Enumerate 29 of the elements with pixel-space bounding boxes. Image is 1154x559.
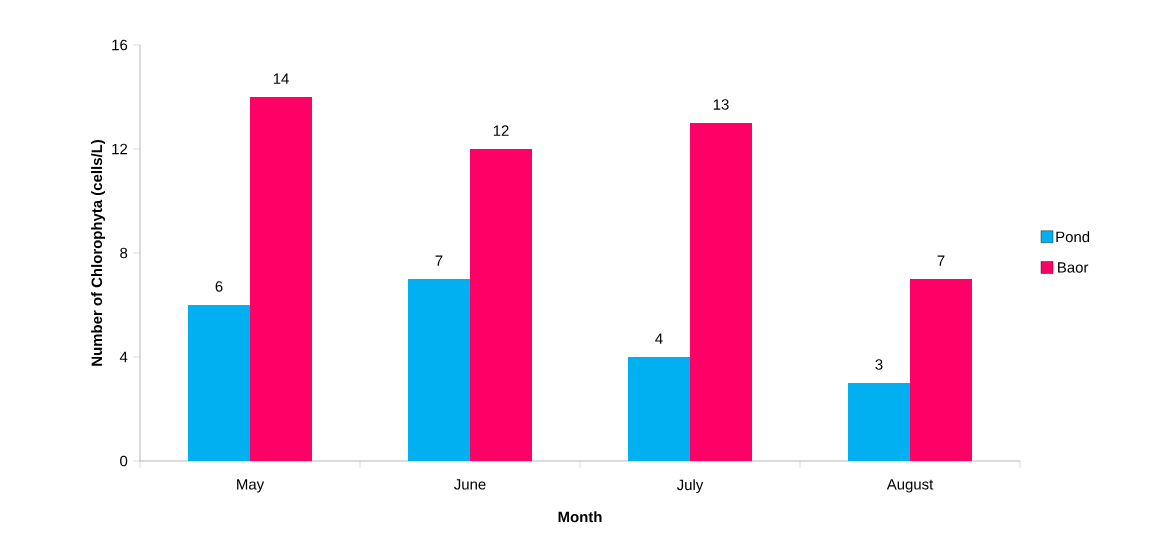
x-axis-title: Month <box>558 511 602 523</box>
bar <box>628 356 691 461</box>
legend-label: Pond <box>1056 231 1090 243</box>
x-tick-label: July <box>676 479 704 494</box>
data-label: 13 <box>713 99 729 110</box>
x-tick-label: May <box>237 479 265 493</box>
data-label: 14 <box>273 73 289 84</box>
data-label: 7 <box>435 255 443 266</box>
bar <box>408 278 471 461</box>
bar <box>910 278 973 461</box>
y-tick-label: 8 <box>120 247 128 259</box>
x-tick-label: June <box>454 479 486 490</box>
y-tick-label: 4 <box>119 351 128 363</box>
data-label: 3 <box>875 359 883 370</box>
data-label: 12 <box>493 125 509 136</box>
bar <box>250 96 313 461</box>
y-tick-label: 16 <box>112 39 128 51</box>
data-label: 7 <box>937 255 945 266</box>
bar <box>470 148 533 461</box>
y-tick-label: 0 <box>120 455 128 467</box>
bar <box>690 122 753 461</box>
y-axis-title: Number of Chlorophyta (cells/L) <box>91 139 106 366</box>
y-tick-label: 12 <box>112 143 128 155</box>
legend-label: Baor <box>1058 262 1089 273</box>
data-label: 6 <box>215 281 223 292</box>
data-label: 4 <box>655 333 663 344</box>
x-tick-label: August <box>886 479 934 493</box>
bar <box>188 304 251 461</box>
bar <box>848 382 911 461</box>
